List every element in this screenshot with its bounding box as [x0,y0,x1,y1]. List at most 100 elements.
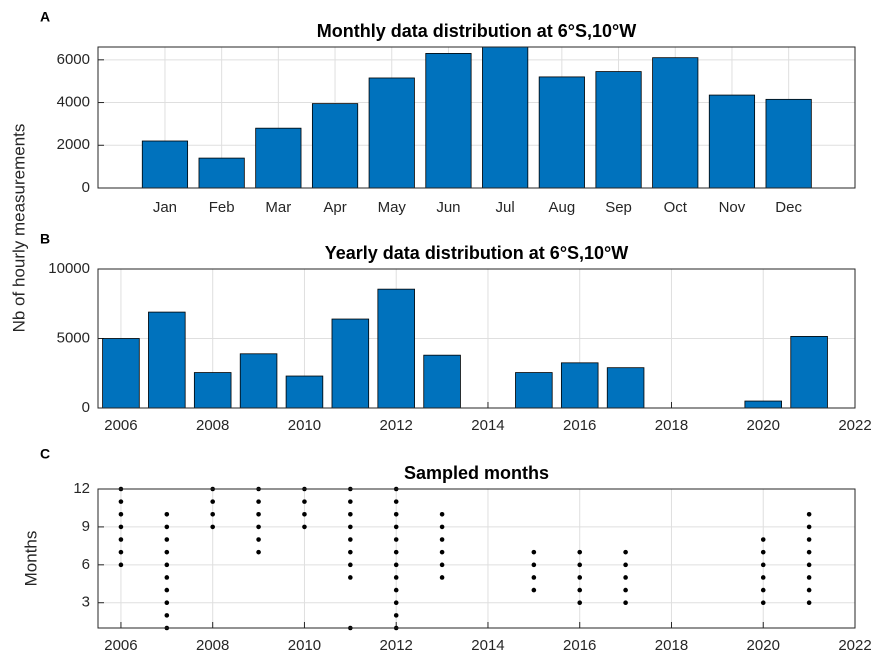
point [164,600,170,606]
point [302,499,307,504]
point [531,575,537,580]
bar [765,98,812,189]
point [806,511,812,517]
point [439,549,445,555]
x-tick-label: Feb [209,199,235,216]
point [393,613,399,618]
point [806,587,812,593]
y-tick-label: 0 [82,179,90,196]
bar [423,354,461,409]
point [302,524,307,530]
point [439,524,445,530]
point [623,600,628,606]
x-tick-label: 2012 [380,417,413,434]
point [439,575,445,580]
x-tick-label: 2012 [380,637,413,654]
x-tick-label: Aug [548,199,575,216]
point [439,537,445,542]
x-tick-label: 2016 [563,637,596,654]
bar [377,288,415,409]
axes-box [97,268,856,409]
point [302,511,307,517]
point [118,549,124,555]
bar [482,46,529,189]
point [256,511,261,517]
point [439,511,445,517]
point [577,587,583,593]
point [393,511,399,517]
y-tick-label: 3 [82,594,90,611]
point [118,499,124,504]
axes-box [97,46,856,189]
x-tick-label: Jul [496,199,515,216]
x-tick-label: May [378,199,407,216]
x-tick-label: Dec [775,199,802,216]
bar [606,367,645,409]
y-tick-label: 5000 [57,329,90,346]
y-axis-label: Nb of hourly measurements [9,124,28,333]
point [164,575,170,580]
point [760,587,766,593]
point [623,562,628,568]
point [393,587,399,593]
point [393,600,399,606]
point [210,499,215,504]
bar [790,336,828,409]
y-tick-label: 0 [82,399,90,416]
bar [239,353,278,409]
y-tick-label: 6000 [57,51,90,68]
bar [595,71,642,189]
axes-box [97,488,856,629]
point [256,537,261,542]
bar [515,372,553,409]
point [806,537,812,542]
point [806,524,812,530]
point [164,524,170,530]
point [348,511,353,517]
bar [193,372,232,409]
point [760,537,766,542]
point [118,562,124,568]
x-tick-label: 2008 [196,417,229,434]
point [164,511,170,517]
bar [708,94,756,189]
y-tick-label: 2000 [57,136,90,153]
point [760,575,766,580]
point [118,524,124,530]
panel-label: A [40,9,50,25]
point [531,587,537,593]
point [164,587,170,593]
x-tick-label: 2020 [747,417,780,434]
chart-title: Sampled months [404,463,549,483]
point [623,587,628,593]
point [164,613,170,618]
point [348,499,353,504]
bar [148,311,186,409]
point [348,575,353,580]
panel-label: B [40,231,50,247]
panel-label: C [40,446,50,462]
point [393,524,399,530]
plot-area [98,489,855,628]
point [806,562,812,568]
point [348,537,353,542]
point [623,549,628,555]
x-tick-label: 2018 [655,417,688,434]
point [210,524,215,530]
x-tick-label: 2014 [471,637,504,654]
point [577,549,583,555]
x-tick-label: 2006 [104,417,137,434]
point [164,537,170,542]
bar [255,127,302,189]
x-tick-label: 2022 [838,417,871,434]
bar [425,53,472,189]
y-tick-label: 4000 [57,94,90,111]
point [256,549,261,555]
point [806,549,812,555]
x-tick-label: 2016 [563,417,596,434]
bar [560,362,599,409]
x-tick-label: 2010 [288,637,321,654]
x-tick-label: Nov [719,199,746,216]
point [256,524,261,530]
point [439,562,445,568]
